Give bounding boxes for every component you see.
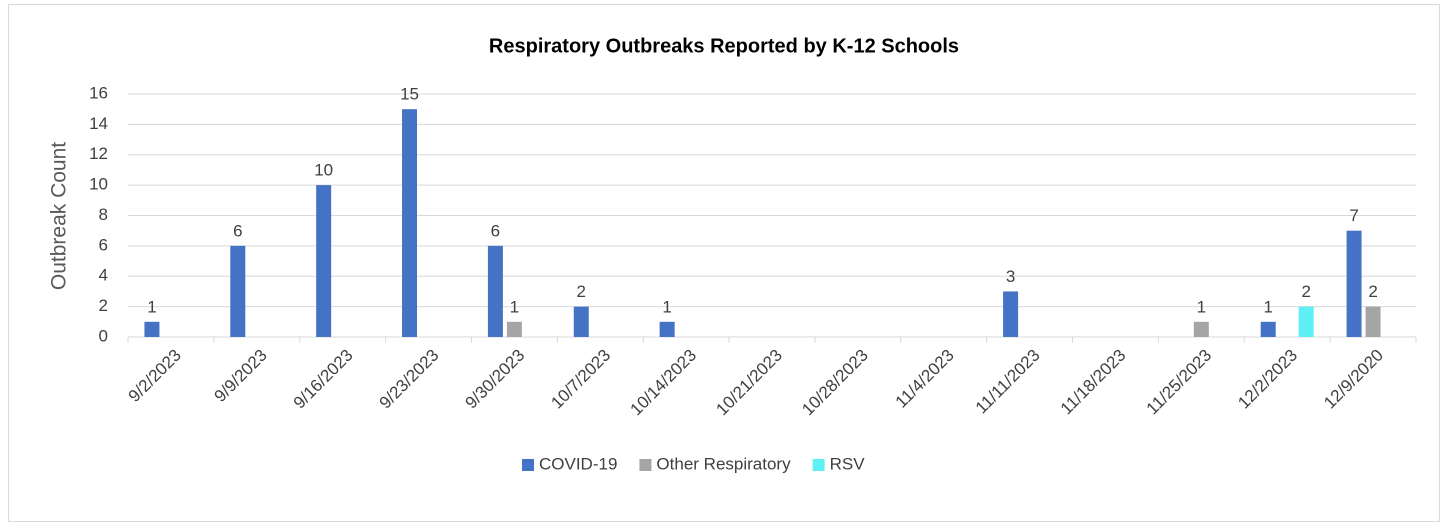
y-tick-label: 16 xyxy=(89,83,108,102)
legend-swatch xyxy=(812,459,825,471)
data-label: 3 xyxy=(1006,267,1015,286)
legend-label: RSV xyxy=(830,454,866,473)
legend-label: Other Respiratory xyxy=(656,454,791,473)
bar xyxy=(1260,321,1276,337)
y-tick-label: 2 xyxy=(99,296,108,315)
data-label: 15 xyxy=(400,85,419,104)
data-label: 1 xyxy=(147,297,156,316)
data-label: 1 xyxy=(662,297,671,316)
y-tick-label: 10 xyxy=(89,175,108,194)
chart-title: Respiratory Outbreaks Reported by K-12 S… xyxy=(489,35,959,57)
bar xyxy=(487,245,503,337)
y-tick-label: 12 xyxy=(89,144,108,163)
bar xyxy=(1346,230,1362,337)
bar xyxy=(230,245,246,337)
bar xyxy=(1298,306,1314,337)
bar xyxy=(316,185,332,337)
bar xyxy=(573,306,589,337)
data-label: 6 xyxy=(233,221,242,240)
bar xyxy=(1003,291,1019,337)
legend-label: COVID-19 xyxy=(539,454,617,473)
y-axis-label: Outbreak Count xyxy=(48,142,71,290)
bar xyxy=(506,321,522,337)
chart-frame xyxy=(8,4,1440,522)
data-label: 7 xyxy=(1349,206,1358,225)
data-label: 10 xyxy=(314,161,333,180)
y-tick-label: 14 xyxy=(89,114,108,133)
data-label: 2 xyxy=(1301,282,1310,301)
data-label: 1 xyxy=(1263,297,1272,316)
bar xyxy=(1365,306,1381,337)
y-tick-label: 0 xyxy=(99,326,108,345)
data-label: 6 xyxy=(491,221,500,240)
y-tick-label: 8 xyxy=(99,205,108,224)
bar xyxy=(402,109,418,337)
legend-swatch xyxy=(522,459,534,471)
data-label: 2 xyxy=(1368,282,1377,301)
bar xyxy=(144,321,160,337)
data-label: 1 xyxy=(1197,297,1206,316)
y-tick-label: 6 xyxy=(99,235,108,254)
legend-swatch xyxy=(639,459,652,471)
y-tick-label: 4 xyxy=(99,266,108,285)
bar xyxy=(659,321,675,337)
data-label: 2 xyxy=(577,282,586,301)
bar xyxy=(1193,321,1209,337)
data-label: 1 xyxy=(510,297,519,316)
